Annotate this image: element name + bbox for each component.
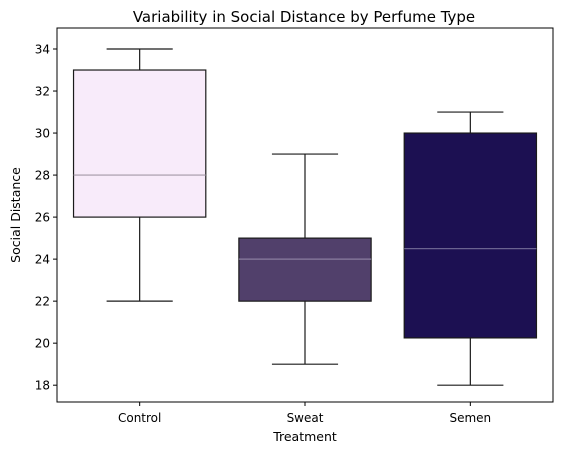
y-tick-label: 34 (35, 43, 50, 57)
boxes-group (72, 48, 538, 386)
y-tick-label: 20 (35, 337, 50, 351)
x-axis: Control Sweat Semen (118, 402, 491, 425)
x-axis-label: Treatment (272, 429, 337, 444)
y-tick-label: 28 (35, 169, 50, 183)
box-control (72, 48, 207, 302)
y-axis-label: Social Distance (8, 167, 23, 263)
box-iqr (403, 132, 538, 339)
box-semen (403, 111, 538, 386)
box-iqr (238, 237, 372, 302)
chart-title: Variability in Social Distance by Perfum… (133, 8, 475, 26)
y-axis: 18 20 22 24 26 28 30 32 34 (35, 43, 57, 393)
x-tick-label: Semen (449, 411, 491, 425)
box-sweat (238, 153, 372, 365)
x-tick-label: Control (118, 411, 161, 425)
y-tick-label: 18 (35, 379, 50, 393)
y-tick-label: 30 (35, 127, 50, 141)
y-tick-label: 32 (35, 85, 50, 99)
x-tick-label: Sweat (287, 411, 324, 425)
box-iqr (72, 69, 207, 218)
y-tick-label: 22 (35, 295, 50, 309)
y-tick-label: 26 (35, 211, 50, 225)
y-tick-label: 24 (35, 253, 50, 267)
